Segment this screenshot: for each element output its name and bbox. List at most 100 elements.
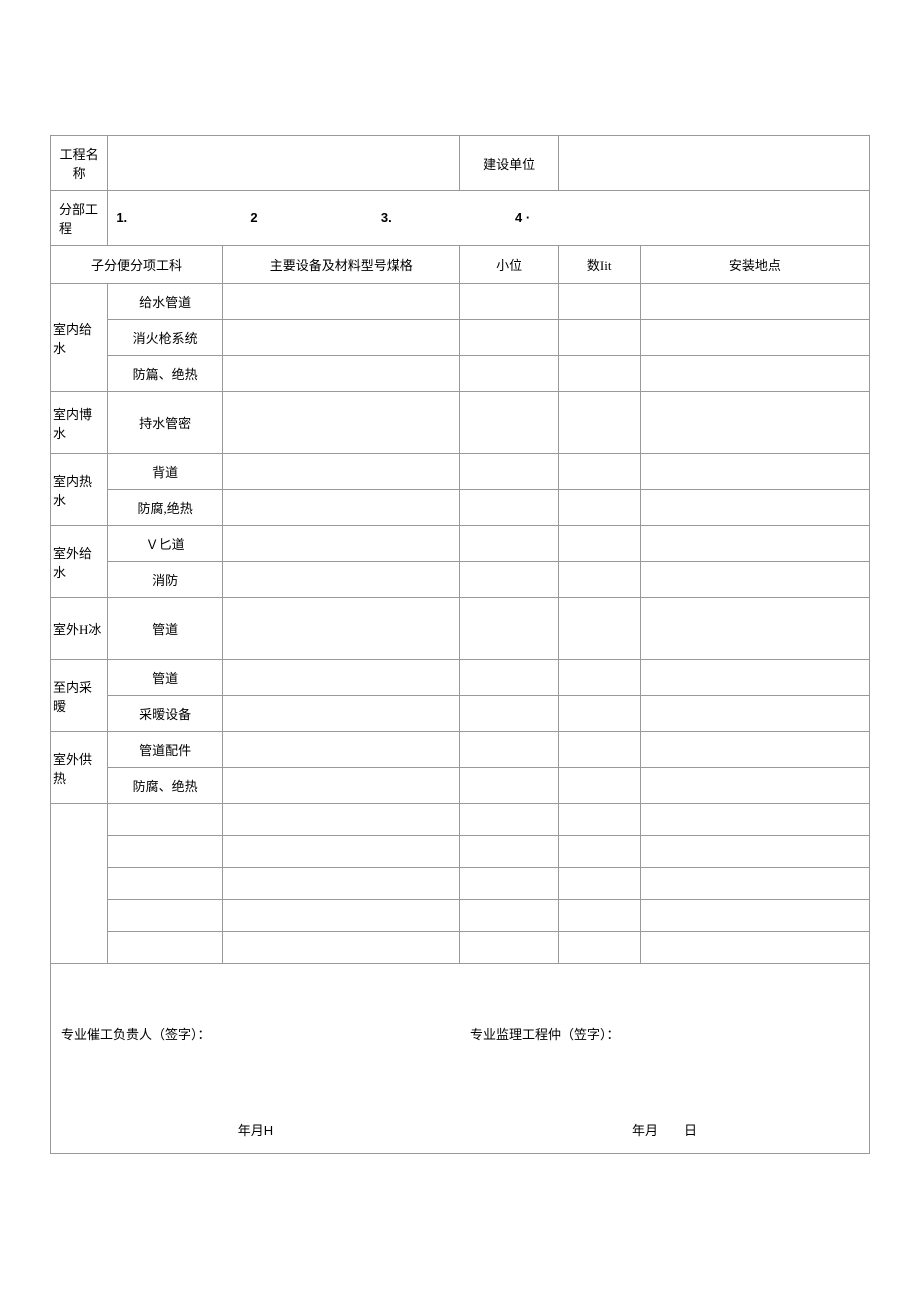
data-cell[interactable]: [558, 932, 640, 964]
data-cell[interactable]: [640, 284, 869, 320]
data-cell[interactable]: [640, 696, 869, 732]
sub-cell: 消防: [108, 562, 223, 598]
table-row: 消防: [51, 562, 870, 598]
data-cell[interactable]: [460, 932, 558, 964]
data-cell[interactable]: [460, 356, 558, 392]
data-cell[interactable]: [640, 768, 869, 804]
data-cell[interactable]: [222, 696, 460, 732]
data-cell[interactable]: [558, 868, 640, 900]
data-cell[interactable]: [460, 562, 558, 598]
data-cell[interactable]: [460, 490, 558, 526]
data-cell[interactable]: [558, 900, 640, 932]
group-cell: 室外给水: [51, 526, 108, 598]
value-build-unit[interactable]: [558, 136, 869, 191]
col-sub: 子分便分项工科: [51, 246, 223, 284]
table-row: [51, 836, 870, 868]
num-2: 2: [250, 210, 257, 225]
data-cell[interactable]: [460, 868, 558, 900]
data-cell[interactable]: [222, 490, 460, 526]
data-cell[interactable]: [558, 768, 640, 804]
data-cell[interactable]: [460, 454, 558, 490]
value-project-name[interactable]: [108, 136, 460, 191]
sub-cell[interactable]: [108, 836, 223, 868]
data-cell[interactable]: [558, 562, 640, 598]
data-cell[interactable]: [460, 284, 558, 320]
sub-cell[interactable]: [108, 900, 223, 932]
data-cell[interactable]: [222, 562, 460, 598]
data-cell[interactable]: [222, 356, 460, 392]
data-cell[interactable]: [640, 598, 869, 660]
data-cell[interactable]: [558, 320, 640, 356]
data-cell[interactable]: [222, 900, 460, 932]
data-cell[interactable]: [558, 804, 640, 836]
sub-cell[interactable]: [108, 932, 223, 964]
sig-right-label: 专业监理工程仲（笠字）：: [470, 1024, 859, 1043]
data-cell[interactable]: [460, 598, 558, 660]
data-cell[interactable]: [222, 526, 460, 562]
data-cell[interactable]: [222, 284, 460, 320]
data-cell[interactable]: [222, 804, 460, 836]
data-cell[interactable]: [558, 526, 640, 562]
data-cell[interactable]: [460, 804, 558, 836]
data-cell[interactable]: [640, 660, 869, 696]
data-cell[interactable]: [640, 562, 869, 598]
data-cell[interactable]: [640, 490, 869, 526]
data-cell[interactable]: [460, 320, 558, 356]
data-cell[interactable]: [640, 454, 869, 490]
data-cell[interactable]: [640, 356, 869, 392]
data-cell[interactable]: [460, 836, 558, 868]
section-numbers: 1. 2 3. 4 ·: [108, 191, 870, 246]
data-cell[interactable]: [460, 768, 558, 804]
data-cell[interactable]: [222, 836, 460, 868]
data-cell[interactable]: [222, 392, 460, 454]
table-row: 室内博水持水管密: [51, 392, 870, 454]
data-cell[interactable]: [558, 490, 640, 526]
table-row: 至内采暧管道: [51, 660, 870, 696]
table-row: 采暧设备: [51, 696, 870, 732]
data-cell[interactable]: [460, 900, 558, 932]
data-cell[interactable]: [222, 598, 460, 660]
data-cell[interactable]: [558, 598, 640, 660]
data-cell[interactable]: [558, 356, 640, 392]
data-cell[interactable]: [460, 392, 558, 454]
sub-cell: 给水管道: [108, 284, 223, 320]
data-cell[interactable]: [558, 836, 640, 868]
data-cell[interactable]: [558, 732, 640, 768]
data-cell[interactable]: [640, 392, 869, 454]
data-cell[interactable]: [558, 660, 640, 696]
data-cell[interactable]: [222, 868, 460, 900]
sub-cell: 采暧设备: [108, 696, 223, 732]
data-cell[interactable]: [222, 932, 460, 964]
col-unit: 小位: [460, 246, 558, 284]
data-cell[interactable]: [640, 932, 869, 964]
sub-cell[interactable]: [108, 868, 223, 900]
sub-cell: 消火枪系统: [108, 320, 223, 356]
data-cell[interactable]: [222, 454, 460, 490]
data-cell[interactable]: [460, 732, 558, 768]
row-columns: 子分便分项工科 主要设备及材料型号煤格 小位 数Iit 安装地点: [51, 246, 870, 284]
sub-cell: Ｖ匕道: [108, 526, 223, 562]
col-qty: 数Iit: [558, 246, 640, 284]
data-cell[interactable]: [460, 526, 558, 562]
data-cell[interactable]: [558, 392, 640, 454]
data-cell[interactable]: [640, 900, 869, 932]
data-cell[interactable]: [558, 284, 640, 320]
data-cell[interactable]: [640, 320, 869, 356]
data-cell[interactable]: [640, 868, 869, 900]
data-cell[interactable]: [640, 732, 869, 768]
data-cell[interactable]: [460, 660, 558, 696]
row-project: 工程名称 建设单位: [51, 136, 870, 191]
data-cell[interactable]: [640, 804, 869, 836]
data-cell[interactable]: [460, 696, 558, 732]
num-1: 1.: [116, 210, 127, 225]
data-cell[interactable]: [222, 732, 460, 768]
data-cell[interactable]: [222, 660, 460, 696]
data-cell[interactable]: [640, 526, 869, 562]
data-cell[interactable]: [640, 836, 869, 868]
data-cell[interactable]: [222, 320, 460, 356]
sub-cell[interactable]: [108, 804, 223, 836]
data-cell[interactable]: [558, 454, 640, 490]
data-cell[interactable]: [558, 696, 640, 732]
data-cell[interactable]: [222, 768, 460, 804]
label-build-unit: 建设单位: [460, 136, 558, 191]
